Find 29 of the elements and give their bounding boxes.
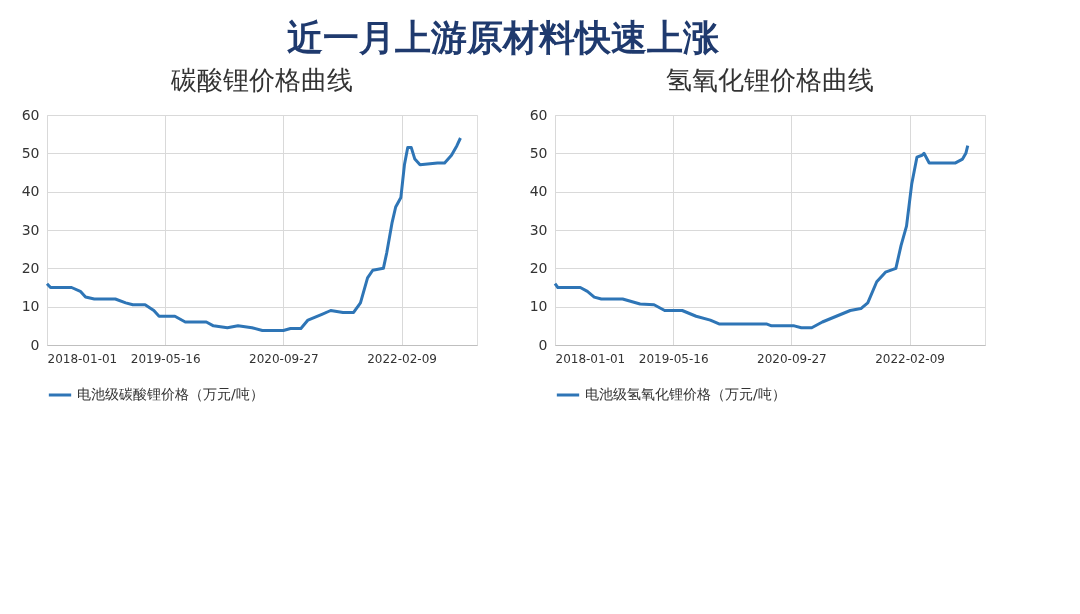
x-tick-label: 2018-01-01: [555, 351, 626, 366]
legend-label: 电池级碳酸锂价格（万元/吨）: [77, 386, 264, 402]
x-tick-label: 2022-02-09: [367, 351, 437, 366]
y-tick-label: 60: [529, 106, 548, 123]
line-series: [45, 136, 462, 332]
x-tick-label: 2020-09-27: [757, 351, 827, 366]
y-tick-label: 40: [21, 183, 40, 200]
x-tick-label: 2018-01-01: [47, 351, 118, 366]
y-tick-label: 10: [21, 298, 40, 315]
chart-title: 近一月上游原材料快速上涨: [287, 16, 721, 58]
chart-subtitle: 碳酸锂价格曲线: [170, 66, 353, 95]
x-tick-label: 2022-02-09: [875, 351, 945, 366]
y-tick-label: 20: [529, 259, 548, 276]
y-tick-label: 20: [21, 259, 40, 276]
x-tick-label: 2020-09-27: [249, 351, 319, 366]
y-tick-label: 40: [529, 183, 548, 200]
y-tick-label: 10: [529, 298, 548, 315]
y-tick-label: 0: [30, 336, 40, 353]
y-tick-label: 0: [538, 336, 548, 353]
y-tick-label: 30: [21, 221, 40, 238]
line-series: [553, 144, 970, 330]
chart-subtitle: 氢氧化锂价格曲线: [666, 66, 874, 95]
x-tick-label: 2019-05-16: [130, 351, 201, 366]
y-tick-label: 50: [529, 144, 548, 161]
y-tick-label: 50: [21, 144, 40, 161]
y-tick-label: 60: [21, 106, 40, 123]
x-tick-label: 2019-05-16: [638, 351, 709, 366]
legend-label: 电池级氢氧化锂价格（万元/吨）: [585, 386, 786, 402]
y-tick-label: 30: [529, 221, 548, 238]
